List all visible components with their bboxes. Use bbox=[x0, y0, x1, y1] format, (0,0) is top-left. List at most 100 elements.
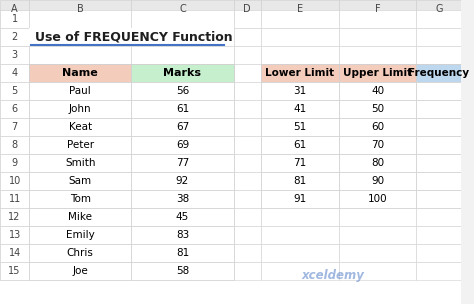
Text: Name: Name bbox=[63, 68, 98, 78]
Bar bbox=[417, 0, 461, 18]
Text: John: John bbox=[69, 104, 91, 114]
Bar bbox=[417, 100, 461, 118]
Bar bbox=[131, 118, 234, 136]
Text: 10: 10 bbox=[9, 176, 21, 186]
Bar bbox=[338, 244, 417, 262]
Bar bbox=[29, 136, 131, 154]
Bar bbox=[417, 226, 461, 244]
Bar bbox=[338, 118, 417, 136]
Bar bbox=[0, 64, 29, 82]
Bar bbox=[0, 0, 29, 18]
Bar bbox=[131, 190, 234, 208]
Bar bbox=[0, 28, 29, 46]
Bar bbox=[29, 100, 131, 118]
Text: 13: 13 bbox=[9, 230, 21, 240]
Bar bbox=[261, 28, 338, 46]
Bar bbox=[29, 154, 131, 172]
Bar bbox=[338, 82, 417, 100]
Bar bbox=[29, 208, 131, 226]
Bar bbox=[29, 190, 131, 208]
Text: 2: 2 bbox=[11, 32, 18, 42]
Bar bbox=[131, 262, 234, 280]
Bar bbox=[338, 118, 417, 136]
Text: 81: 81 bbox=[176, 248, 189, 258]
Bar bbox=[29, 0, 131, 18]
Text: Paul: Paul bbox=[69, 86, 91, 96]
Bar bbox=[234, 190, 261, 208]
Bar bbox=[417, 262, 461, 280]
Text: 58: 58 bbox=[176, 266, 189, 276]
Text: 40: 40 bbox=[371, 86, 384, 96]
Bar bbox=[0, 244, 29, 262]
Text: 15: 15 bbox=[9, 266, 21, 276]
Bar bbox=[417, 118, 461, 136]
Bar bbox=[131, 100, 234, 118]
Bar bbox=[417, 154, 461, 172]
Bar bbox=[261, 190, 338, 208]
Text: 51: 51 bbox=[293, 122, 306, 132]
Bar bbox=[417, 100, 461, 118]
Bar bbox=[0, 244, 29, 262]
Bar bbox=[417, 172, 461, 190]
Bar bbox=[338, 46, 417, 64]
Bar bbox=[29, 154, 131, 172]
Bar bbox=[234, 244, 261, 262]
Bar bbox=[261, 46, 338, 64]
Text: Marks: Marks bbox=[164, 68, 201, 78]
Text: Emily: Emily bbox=[66, 230, 95, 240]
Bar bbox=[131, 172, 234, 190]
Bar bbox=[29, 208, 131, 226]
Bar bbox=[417, 64, 461, 82]
Text: 14: 14 bbox=[9, 248, 21, 258]
Bar bbox=[338, 172, 417, 190]
Bar bbox=[417, 64, 461, 82]
Bar bbox=[417, 82, 461, 100]
Bar bbox=[0, 46, 29, 64]
Bar bbox=[338, 10, 417, 28]
Bar bbox=[0, 190, 29, 208]
Bar bbox=[29, 262, 131, 280]
Bar bbox=[131, 64, 234, 82]
Text: Joe: Joe bbox=[73, 266, 88, 276]
Bar bbox=[131, 136, 234, 154]
Text: E: E bbox=[297, 4, 303, 14]
Bar bbox=[338, 190, 417, 208]
Text: Lower Limit: Lower Limit bbox=[265, 68, 334, 78]
Bar bbox=[131, 46, 234, 64]
Bar bbox=[29, 10, 131, 28]
Bar bbox=[29, 64, 131, 82]
Bar bbox=[29, 244, 131, 262]
Bar bbox=[131, 82, 234, 100]
Bar bbox=[0, 100, 29, 118]
Bar bbox=[261, 190, 338, 208]
Text: B: B bbox=[77, 4, 83, 14]
Text: Sam: Sam bbox=[69, 176, 92, 186]
Text: 11: 11 bbox=[9, 194, 21, 204]
Bar bbox=[29, 172, 131, 190]
Bar bbox=[234, 118, 261, 136]
Text: 1: 1 bbox=[11, 14, 18, 24]
Bar bbox=[338, 136, 417, 154]
Bar bbox=[338, 226, 417, 244]
Bar bbox=[417, 118, 461, 136]
Text: 80: 80 bbox=[371, 158, 384, 168]
Bar bbox=[131, 172, 234, 190]
Bar bbox=[0, 208, 29, 226]
Bar bbox=[234, 226, 261, 244]
Text: A: A bbox=[11, 4, 18, 14]
Bar bbox=[131, 154, 234, 172]
Bar bbox=[131, 226, 234, 244]
Bar bbox=[338, 28, 417, 46]
Bar bbox=[338, 100, 417, 118]
Bar bbox=[131, 262, 234, 280]
Bar bbox=[261, 100, 338, 118]
Bar bbox=[29, 28, 234, 46]
Bar bbox=[131, 64, 234, 82]
Bar bbox=[0, 82, 29, 100]
Text: 9: 9 bbox=[11, 158, 18, 168]
Text: 50: 50 bbox=[371, 104, 384, 114]
Bar bbox=[261, 208, 338, 226]
Bar bbox=[29, 172, 131, 190]
Text: Use of FREQUENCY Function: Use of FREQUENCY Function bbox=[35, 30, 233, 43]
Bar bbox=[0, 154, 29, 172]
